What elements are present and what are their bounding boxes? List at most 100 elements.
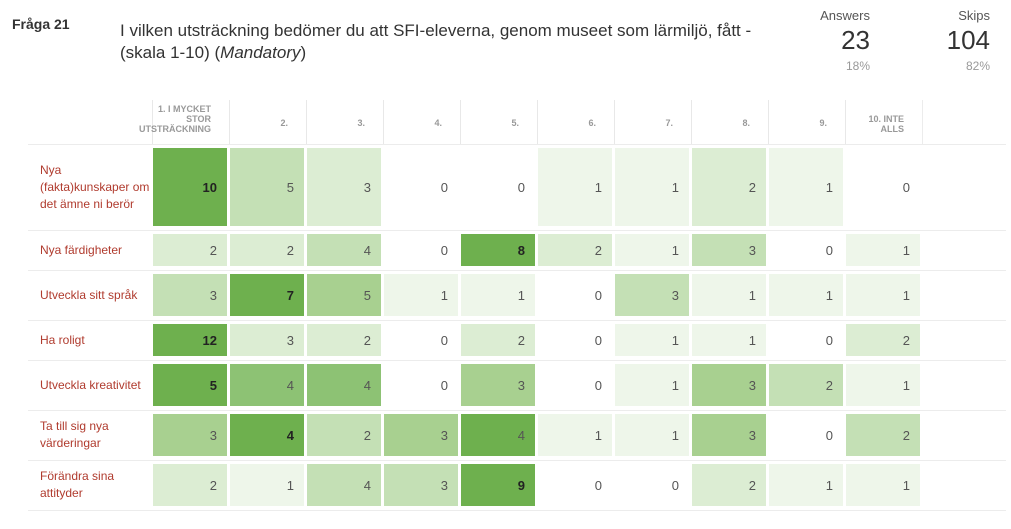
row-divider	[28, 460, 1006, 461]
column-header: 10. INTE ALLS	[845, 100, 922, 144]
column-divider	[922, 100, 923, 144]
matrix-cell: 0	[769, 414, 843, 456]
column-header: 8.	[691, 100, 768, 144]
matrix-cell: 1	[615, 234, 689, 266]
row-divider	[28, 320, 1006, 321]
matrix-cell: 9	[461, 464, 535, 506]
column-header: 6.	[537, 100, 614, 144]
matrix-cell: 0	[461, 148, 535, 226]
matrix-cell: 0	[384, 148, 458, 226]
matrix-cell: 2	[307, 414, 381, 456]
matrix-cell: 4	[307, 364, 381, 406]
answers-stat: Answers 23 18%	[800, 8, 870, 73]
matrix-cell: 2	[769, 364, 843, 406]
matrix-cell: 0	[384, 364, 458, 406]
row-label: Utveckla sitt språk	[40, 287, 138, 302]
matrix-cell: 3	[692, 414, 766, 456]
row-label: Nya (fakta)kunskaper om det ämne ni berö…	[40, 162, 150, 211]
column-header: 2.	[229, 100, 306, 144]
column-header: 5.	[460, 100, 537, 144]
matrix-cell: 1	[384, 274, 458, 316]
row-label: Ta till sig nya värderingar	[40, 419, 109, 450]
matrix-cell: 2	[461, 324, 535, 356]
matrix-cell: 1	[615, 324, 689, 356]
matrix-cell: 4	[307, 464, 381, 506]
matrix-cell: 1	[769, 464, 843, 506]
matrix-cell: 8	[461, 234, 535, 266]
matrix-cell: 1	[615, 148, 689, 226]
matrix-cell: 12	[153, 324, 227, 356]
matrix-cell: 1	[846, 234, 920, 266]
matrix-cell: 2	[538, 234, 612, 266]
answers-label: Answers	[820, 8, 870, 23]
matrix-cell: 1	[538, 148, 612, 226]
matrix-cell: 1	[692, 274, 766, 316]
matrix-cell: 2	[846, 414, 920, 456]
matrix-cell: 0	[769, 234, 843, 266]
row-label: Nya färdigheter	[40, 242, 123, 257]
matrix-cell: 5	[307, 274, 381, 316]
matrix-cell: 5	[153, 364, 227, 406]
matrix-cell: 1	[461, 274, 535, 316]
matrix-cell: 1	[846, 464, 920, 506]
matrix-cell: 1	[230, 464, 304, 506]
matrix-cell: 1	[692, 324, 766, 356]
matrix-cell: 3	[230, 324, 304, 356]
mandatory-label: Mandatory	[220, 43, 301, 62]
column-header: 7.	[614, 100, 691, 144]
answers-percent: 18%	[845, 59, 870, 73]
matrix-cell: 0	[846, 148, 920, 226]
question-title: I vilken utsträckning bedömer du att SFI…	[120, 21, 752, 62]
column-header: 1. I MYCKET STOR UTSTRÄCKNING	[139, 100, 229, 144]
column-header: 9.	[768, 100, 845, 144]
matrix-cell: 3	[153, 274, 227, 316]
matrix-cell: 0	[769, 324, 843, 356]
matrix-cell: 1	[769, 274, 843, 316]
matrix-cell: 2	[153, 464, 227, 506]
matrix-cell: 0	[615, 464, 689, 506]
skips-percent: 82%	[965, 59, 990, 73]
matrix-cell: 3	[307, 148, 381, 226]
matrix-cell: 2	[692, 464, 766, 506]
matrix-cell: 3	[692, 364, 766, 406]
matrix-cell: 3	[461, 364, 535, 406]
matrix-cell: 1	[615, 414, 689, 456]
skips-stat: Skips 104 82%	[920, 8, 990, 73]
matrix-cell: 2	[230, 234, 304, 266]
row-divider	[28, 510, 1006, 511]
matrix-cell: 0	[384, 234, 458, 266]
matrix-cell: 1	[615, 364, 689, 406]
matrix-cell: 4	[461, 414, 535, 456]
row-label: Ha roligt	[40, 332, 85, 347]
matrix-cell: 3	[615, 274, 689, 316]
matrix-cell: 2	[153, 234, 227, 266]
matrix-cell: 1	[538, 414, 612, 456]
matrix-cell: 0	[538, 274, 612, 316]
matrix-cell: 5	[230, 148, 304, 226]
matrix-cell: 2	[307, 324, 381, 356]
matrix-cell: 2	[692, 148, 766, 226]
column-header: 3.	[306, 100, 383, 144]
matrix-cell: 3	[153, 414, 227, 456]
matrix-cell: 1	[846, 364, 920, 406]
matrix-cell: 10	[153, 148, 227, 226]
matrix-cell: 3	[384, 464, 458, 506]
matrix-cell: 4	[307, 234, 381, 266]
row-divider	[28, 270, 1006, 271]
skips-value: 104	[946, 25, 990, 55]
matrix-cell: 4	[230, 414, 304, 456]
matrix-cell: 2	[846, 324, 920, 356]
row-divider	[28, 230, 1006, 231]
row-label: Utveckla kreativitet	[40, 377, 141, 392]
row-divider	[28, 410, 1006, 411]
matrix-cell: 3	[384, 414, 458, 456]
matrix-cell: 3	[692, 234, 766, 266]
matrix-cell: 0	[538, 324, 612, 356]
matrix-cell: 1	[769, 148, 843, 226]
matrix-cell: 0	[538, 364, 612, 406]
matrix-cell: 4	[230, 364, 304, 406]
question-text: I vilken utsträckning bedömer du att SFI…	[120, 21, 752, 62]
row-label: Förändra sina attityder	[40, 469, 115, 500]
matrix-cell: 7	[230, 274, 304, 316]
skips-label: Skips	[958, 8, 990, 23]
